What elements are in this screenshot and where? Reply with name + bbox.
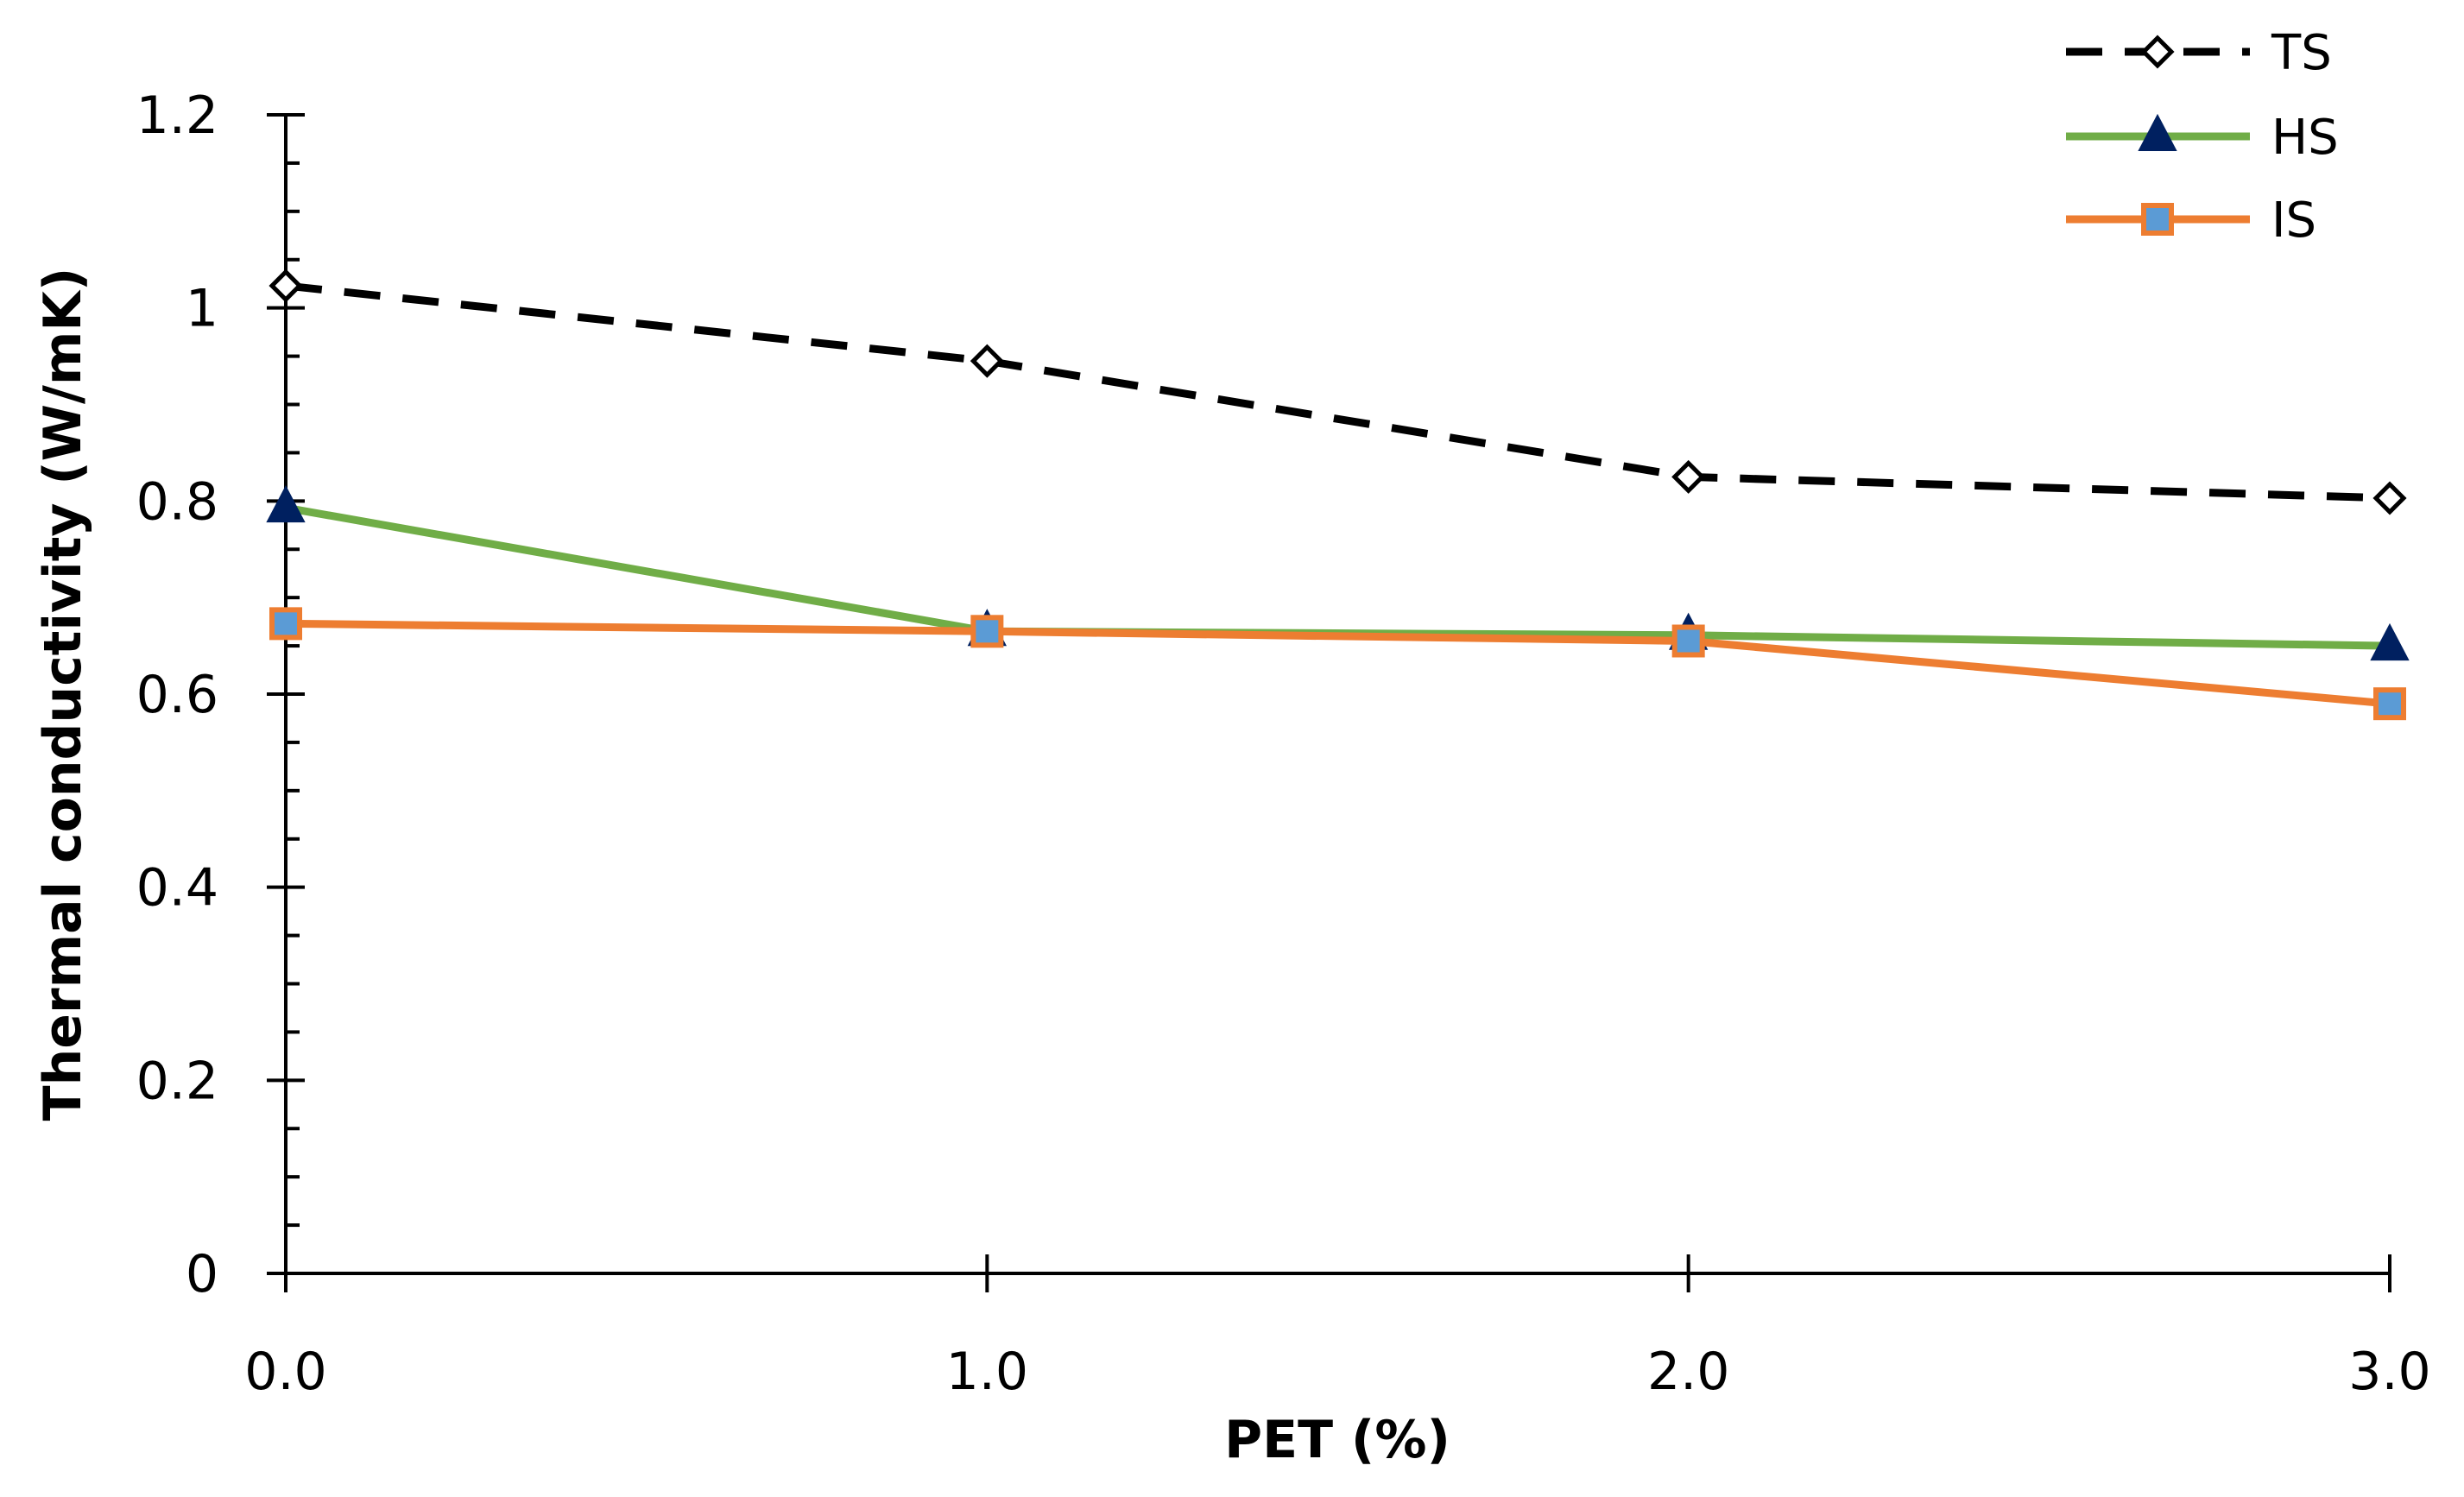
data-point-ts (970, 344, 1004, 378)
x-axis-title: PET (%) (1224, 1410, 1450, 1470)
legend-item-hs: HS (2066, 110, 2339, 166)
data-point-is (1671, 624, 1705, 658)
series-line-is (285, 619, 2391, 708)
series-line-ts (285, 281, 2391, 502)
legend-item-ts: TS (2066, 25, 2332, 81)
y-axis-title: Thermal conductivity (W/mK) (33, 268, 93, 1121)
series-ts (269, 268, 2407, 515)
data-point-hs (2370, 622, 2410, 661)
series-is (269, 607, 2406, 721)
y-tick-label: 0.8 (136, 471, 218, 532)
legend-marker-is (2141, 203, 2174, 236)
y-tick-label: 0.6 (136, 665, 218, 725)
legend-label-is: IS (2271, 193, 2316, 249)
legend-label-hs: HS (2271, 110, 2339, 166)
series-layer (266, 268, 2410, 721)
data-point-is (2373, 687, 2406, 721)
x-tick-label: 3.0 (2348, 1342, 2430, 1402)
y-axis-ticks: 0 0.2 0.4 0.6 0.8 1 1.2 (136, 85, 305, 1304)
x-axis-ticks: 0.0 1.0 2.0 3.0 (244, 1254, 2431, 1402)
y-tick-label: 0 (186, 1244, 218, 1304)
y-tick-label: 1 (186, 279, 218, 339)
data-point-is (970, 615, 1004, 648)
y-tick-label: 1.2 (136, 85, 218, 146)
data-point-ts (269, 268, 303, 303)
data-point-is (269, 607, 302, 641)
data-point-hs (266, 485, 306, 523)
plot-area: 0 0.2 0.4 0.6 0.8 1 1.2 0.0 1.0 2.0 3.0 (136, 85, 2431, 1402)
x-tick-label: 0.0 (244, 1342, 326, 1402)
data-point-ts (2372, 481, 2407, 515)
y-tick-label: 0.2 (136, 1051, 218, 1111)
legend: TS HS IS (2066, 25, 2339, 249)
legend-item-is: IS (2066, 193, 2316, 249)
legend-marker-hs (2138, 113, 2177, 151)
legend-label-ts: TS (2271, 25, 2332, 81)
y-tick-label: 0.4 (136, 858, 218, 919)
x-tick-label: 2.0 (1647, 1342, 1729, 1402)
data-point-ts (1671, 459, 1706, 494)
x-tick-label: 1.0 (946, 1342, 1028, 1402)
legend-marker-ts (2140, 35, 2175, 69)
